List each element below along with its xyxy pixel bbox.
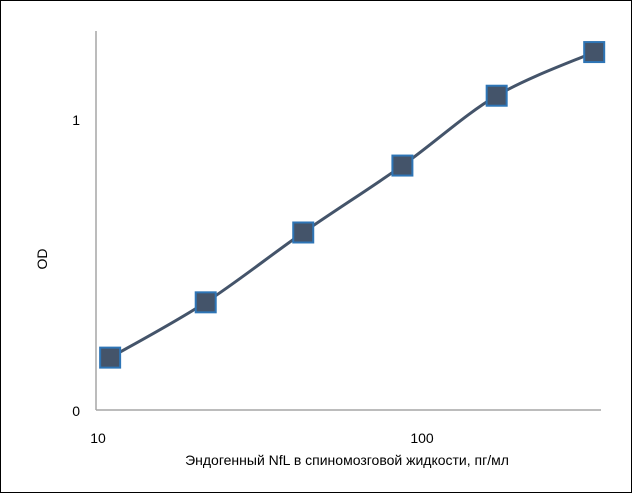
data-point-marker <box>99 346 122 369</box>
x-tick-label: 100 <box>410 430 434 446</box>
data-point-marker <box>583 41 606 64</box>
y-tick-label: 1 <box>72 112 80 128</box>
y-tick-label: 0 <box>72 403 80 419</box>
y-axis-title: OD <box>34 249 50 270</box>
x-axis-title: Эндогенный NfL в спиномозговой жидкости,… <box>185 452 509 468</box>
data-point-marker <box>485 84 508 107</box>
data-point-marker <box>194 291 217 314</box>
series-layer <box>99 41 606 369</box>
data-point-marker <box>391 154 414 177</box>
data-point-marker <box>292 221 315 244</box>
x-tick-label: 10 <box>90 430 106 446</box>
series-line <box>109 50 595 359</box>
